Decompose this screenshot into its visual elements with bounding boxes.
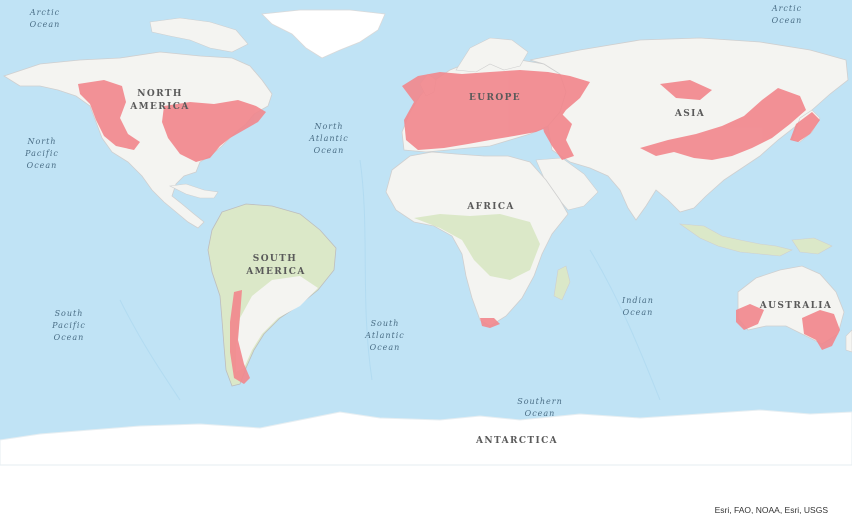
label-arctic-ocean-right-line1: Arctic [771, 4, 802, 13]
label-north-america-line1: NORTH [137, 89, 183, 99]
highlight-western-north-america [78, 80, 140, 150]
label-north-atlantic-line1: North [313, 122, 343, 131]
new-guinea [791, 237, 833, 255]
highlight-mediterranean [540, 112, 574, 160]
label-north-pacific-line2: Pacific [24, 149, 59, 158]
bathymetry-lines [119, 159, 661, 401]
label-indian-ocean-line1: Indian [621, 296, 654, 305]
label-north-atlantic-line2: Atlantic [308, 134, 349, 143]
label-south-america-line1: SOUTH [253, 254, 297, 264]
label-australia: AUSTRALIA [759, 301, 833, 311]
south-america-dry [236, 276, 318, 372]
greenland [261, 9, 386, 59]
label-north-pacific-line1: North [26, 137, 56, 146]
highlight-chile [230, 290, 250, 384]
label-arctic-ocean-right-line2: Ocean [772, 16, 803, 25]
new-zealand [845, 329, 852, 353]
label-southern-ocean-line2: Ocean [525, 409, 556, 418]
africa-vegetation [414, 214, 540, 280]
label-south-atlantic-line2: Atlantic [364, 331, 405, 340]
label-arctic-ocean-left-line1: Arctic [29, 8, 60, 17]
label-north-pacific-line3: Ocean [27, 161, 58, 170]
label-south-pacific-line2: Pacific [51, 321, 86, 330]
label-africa: AFRICA [466, 202, 515, 212]
label-south-atlantic-line3: Ocean [370, 343, 401, 352]
label-southern-ocean-line1: Southern [517, 397, 563, 406]
indonesia [678, 223, 793, 257]
central-america [168, 183, 219, 199]
highlight-eastern-north-america [162, 100, 266, 162]
madagascar [553, 265, 571, 301]
map-attribution: Esri, FAO, NOAA, Esri, USGS [714, 505, 828, 515]
highlight-southwest-australia [736, 304, 764, 330]
highlight-east-asia [640, 88, 806, 160]
scandinavia [455, 37, 529, 73]
north-america [3, 51, 273, 229]
label-south-atlantic-line1: South [371, 319, 400, 328]
label-south-pacific-line3: Ocean [54, 333, 85, 342]
highlight-south-africa [480, 318, 500, 328]
label-europe: EUROPE [469, 93, 521, 103]
label-north-america-line2: AMERICA [129, 102, 189, 112]
highlight-central-asia [660, 80, 712, 100]
label-south-pacific-line1: South [55, 309, 84, 318]
highlight-europe [402, 70, 590, 150]
highlight-japan [790, 112, 820, 142]
label-south-america-line2: AMERICA [245, 267, 305, 277]
label-asia: ASIA [674, 109, 705, 119]
highlight-southeast-australia [802, 310, 840, 350]
label-antarctica: ANTARCTICA [475, 436, 558, 446]
highlighted-regions [78, 70, 840, 384]
antarctica [0, 409, 852, 466]
arctic-islands [149, 17, 249, 53]
label-indian-ocean-line2: Ocean [623, 308, 654, 317]
label-arctic-ocean-left-line2: Ocean [30, 20, 61, 29]
label-north-atlantic-line3: Ocean [314, 146, 345, 155]
bottom-margin [0, 462, 852, 520]
